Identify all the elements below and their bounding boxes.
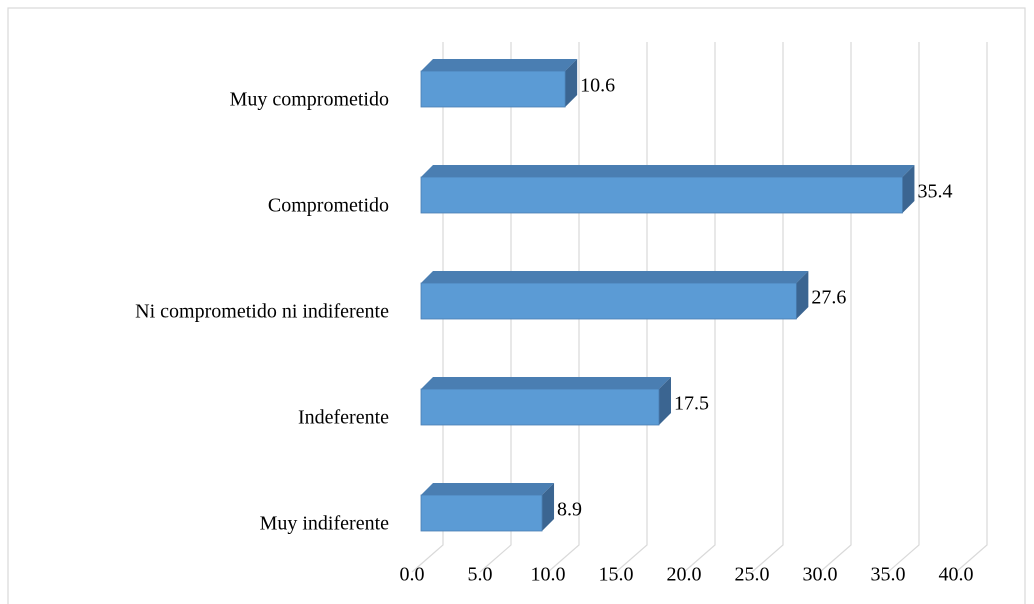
grid-line	[887, 42, 920, 573]
x-tick-label: 40.0	[939, 564, 974, 586]
x-tick-label: 30.0	[803, 564, 838, 586]
chart-frame	[7, 7, 1026, 604]
data-label: 17.5	[674, 393, 709, 415]
x-tick-label: 5.0	[468, 564, 493, 586]
bar	[420, 165, 915, 214]
y-tick-label: Comprometido	[268, 195, 389, 217]
bar	[420, 377, 671, 426]
y-tick-label: Muy indiferente	[260, 513, 390, 535]
y-tick-label: Ni comprometido ni indiferente	[135, 301, 389, 323]
bar	[420, 271, 809, 320]
x-tick-label: 0.0	[400, 564, 425, 586]
data-label: 27.6	[811, 287, 846, 309]
grid-line	[955, 42, 988, 573]
bar	[420, 59, 578, 108]
y-tick-label: Indeferente	[298, 407, 389, 429]
y-tick-label: Muy comprometido	[230, 89, 389, 111]
x-tick-label: 20.0	[667, 564, 702, 586]
data-label: 10.6	[580, 75, 615, 97]
bar	[420, 483, 555, 532]
x-tick-label: 15.0	[599, 564, 634, 586]
x-tick-label: 35.0	[871, 564, 906, 586]
x-tick-label: 25.0	[735, 564, 770, 586]
x-tick-label: 10.0	[531, 564, 566, 586]
data-label: 8.9	[557, 499, 582, 521]
data-label: 35.4	[917, 181, 952, 203]
